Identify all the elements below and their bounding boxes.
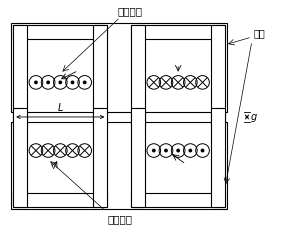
Bar xyxy=(11,122,227,209)
Text: 磁芯: 磁芯 xyxy=(254,28,266,38)
Circle shape xyxy=(34,81,38,84)
Bar xyxy=(13,25,107,39)
Bar xyxy=(211,108,225,207)
Circle shape xyxy=(83,81,87,84)
Bar xyxy=(131,25,225,39)
Bar xyxy=(13,108,27,207)
Bar xyxy=(94,108,107,207)
Text: L: L xyxy=(58,103,63,113)
Bar xyxy=(131,193,225,207)
Circle shape xyxy=(201,149,204,153)
Circle shape xyxy=(189,149,192,153)
Bar xyxy=(13,193,107,207)
Circle shape xyxy=(58,81,62,84)
Circle shape xyxy=(71,81,74,84)
Circle shape xyxy=(176,149,180,153)
Bar xyxy=(94,25,107,126)
Bar xyxy=(13,25,27,126)
Bar xyxy=(131,108,145,207)
Bar xyxy=(11,23,227,112)
Bar xyxy=(131,25,145,126)
Circle shape xyxy=(46,81,50,84)
Circle shape xyxy=(152,149,156,153)
Text: 次级线圈: 次级线圈 xyxy=(108,214,133,224)
Bar xyxy=(211,25,225,126)
Text: g: g xyxy=(251,112,257,122)
Text: 初级线圈: 初级线圈 xyxy=(118,6,143,16)
Circle shape xyxy=(164,149,168,153)
